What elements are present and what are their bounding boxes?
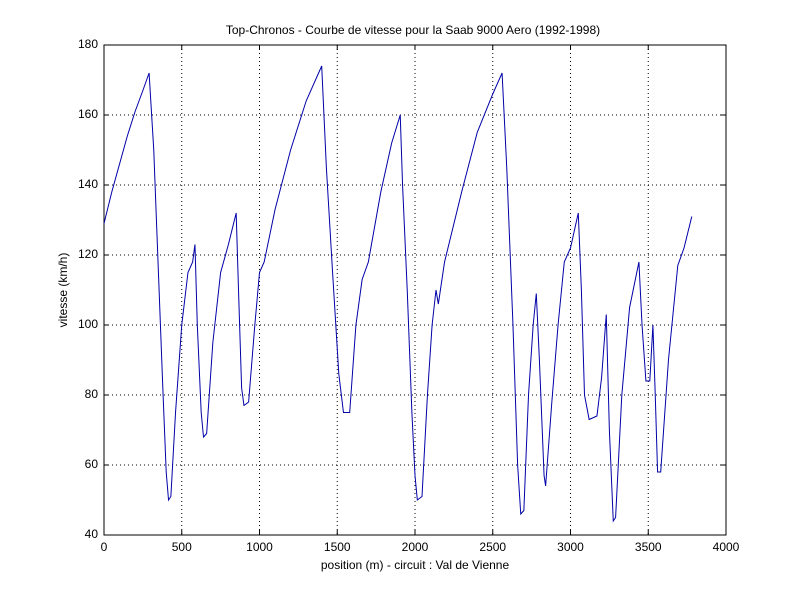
- chart-title: Top-Chronos - Courbe de vitesse pour la …: [226, 23, 600, 37]
- y-tick-label: 180: [78, 37, 98, 51]
- x-tick-label: 2000: [402, 540, 429, 554]
- y-tick-label: 60: [85, 457, 99, 471]
- x-tick-label: 2500: [479, 540, 506, 554]
- y-tick-label: 140: [78, 177, 98, 191]
- y-axis-label: vitesse (km/h): [56, 253, 70, 328]
- x-tick-label: 500: [172, 540, 192, 554]
- x-tick-label: 1500: [324, 540, 351, 554]
- y-tick-label: 100: [78, 317, 98, 331]
- x-tick-label: 4000: [713, 540, 740, 554]
- x-tick-label: 3500: [635, 540, 662, 554]
- plot-frame: [103, 44, 727, 536]
- y-tick-label: 80: [85, 387, 99, 401]
- x-tick-label: 3000: [557, 540, 584, 554]
- x-axis-label: position (m) - circuit : Val de Vienne: [321, 558, 510, 572]
- x-tick-label: 1000: [246, 540, 273, 554]
- x-tick-label: 0: [101, 540, 108, 554]
- y-tick-label: 40: [85, 527, 99, 541]
- data-line: [103, 65, 693, 523]
- y-tick-label: 120: [78, 247, 98, 261]
- y-tick-label: 160: [78, 107, 98, 121]
